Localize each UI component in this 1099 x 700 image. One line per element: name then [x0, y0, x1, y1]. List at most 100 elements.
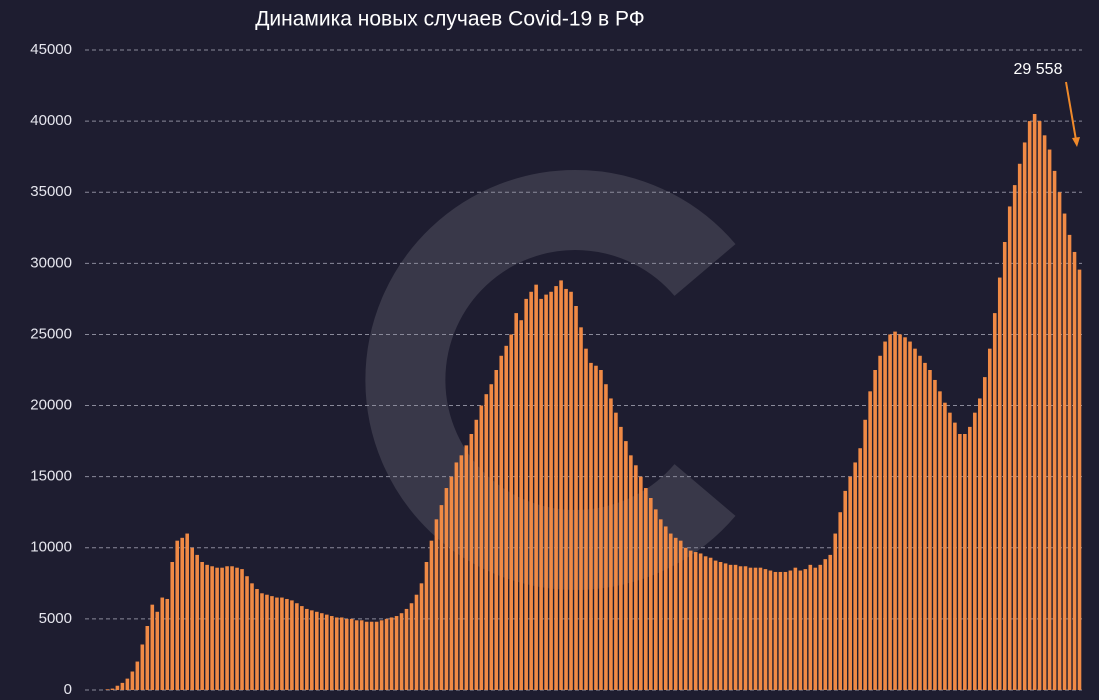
bar: [813, 567, 818, 690]
bar-layer: [105, 114, 1082, 691]
bar: [828, 554, 833, 690]
bar: [315, 611, 319, 690]
bar: [514, 313, 518, 690]
bar: [823, 559, 828, 690]
bar: [614, 412, 618, 690]
bar: [429, 540, 434, 690]
bar: [130, 671, 135, 690]
bar: [409, 603, 414, 690]
bar: [992, 313, 997, 690]
bar: [958, 434, 962, 690]
bar: [554, 286, 558, 690]
bar: [459, 455, 464, 690]
bar: [499, 355, 504, 690]
bar: [644, 488, 648, 690]
bar: [723, 563, 728, 690]
bar: [728, 564, 733, 690]
bar: [524, 298, 528, 690]
bar: [1077, 269, 1082, 690]
bar: [963, 434, 967, 690]
bar: [404, 608, 409, 690]
bar: [629, 455, 633, 690]
bar: [300, 606, 304, 690]
bar: [310, 610, 314, 690]
bar: [245, 576, 249, 690]
bar: [1032, 114, 1037, 690]
bar: [384, 618, 389, 690]
bar: [295, 603, 299, 690]
bar: [1002, 242, 1007, 690]
bar: [434, 519, 439, 690]
bar: [339, 617, 344, 690]
bar: [210, 566, 214, 690]
bar: [374, 621, 379, 690]
bar: [589, 362, 593, 690]
bar: [858, 448, 862, 690]
bar: [1012, 185, 1017, 690]
bar: [743, 566, 748, 690]
bar: [868, 391, 872, 690]
bar: [768, 570, 773, 690]
bar: [175, 540, 180, 690]
bar: [903, 337, 907, 690]
bar: [1027, 121, 1032, 691]
bar: [399, 613, 404, 690]
bar: [255, 589, 259, 690]
bar: [145, 626, 150, 690]
bar: [539, 298, 543, 690]
bar: [160, 597, 165, 690]
bar: [693, 552, 698, 690]
bar: [519, 320, 523, 690]
bar: [280, 597, 284, 690]
bar: [987, 348, 992, 690]
bar: [110, 688, 115, 690]
bar: [878, 355, 882, 690]
bar: [170, 562, 175, 690]
bar: [908, 341, 912, 690]
bar: [559, 280, 563, 690]
bar: [1017, 163, 1022, 690]
bar: [838, 512, 843, 690]
bar: [359, 620, 364, 690]
bar: [763, 569, 768, 690]
y-tick-label: 30000: [30, 254, 72, 271]
bar: [115, 685, 120, 690]
bar: [469, 434, 474, 690]
bar: [833, 533, 838, 690]
bar: [1042, 135, 1047, 691]
bar: [688, 550, 693, 690]
bar: [668, 533, 673, 690]
bar: [599, 370, 603, 690]
bar: [978, 398, 982, 690]
bar: [818, 564, 823, 690]
bar: [195, 554, 199, 690]
bar: [873, 370, 877, 690]
bar: [898, 334, 902, 690]
bar: [329, 616, 334, 690]
bar: [1072, 251, 1077, 690]
bar: [953, 422, 957, 690]
y-tick-label: 15000: [30, 468, 72, 485]
y-tick-label: 0: [64, 681, 72, 698]
bar: [1022, 142, 1027, 690]
bar: [773, 571, 778, 690]
bar: [793, 567, 798, 690]
bar: [604, 384, 608, 690]
bar: [758, 567, 763, 690]
bar: [658, 519, 663, 690]
bar: [653, 509, 658, 690]
annotation-arrow: [1065, 81, 1077, 141]
bar: [354, 620, 359, 690]
bar: [569, 291, 573, 690]
y-tick-label: 10000: [30, 539, 72, 556]
bar: [808, 564, 813, 690]
bar: [150, 604, 155, 690]
y-tick-label: 35000: [30, 183, 72, 200]
bar: [414, 594, 419, 690]
bar: [394, 616, 399, 690]
bar: [230, 566, 234, 690]
bar: [703, 556, 708, 690]
bar: [125, 678, 130, 690]
bar: [504, 345, 509, 690]
